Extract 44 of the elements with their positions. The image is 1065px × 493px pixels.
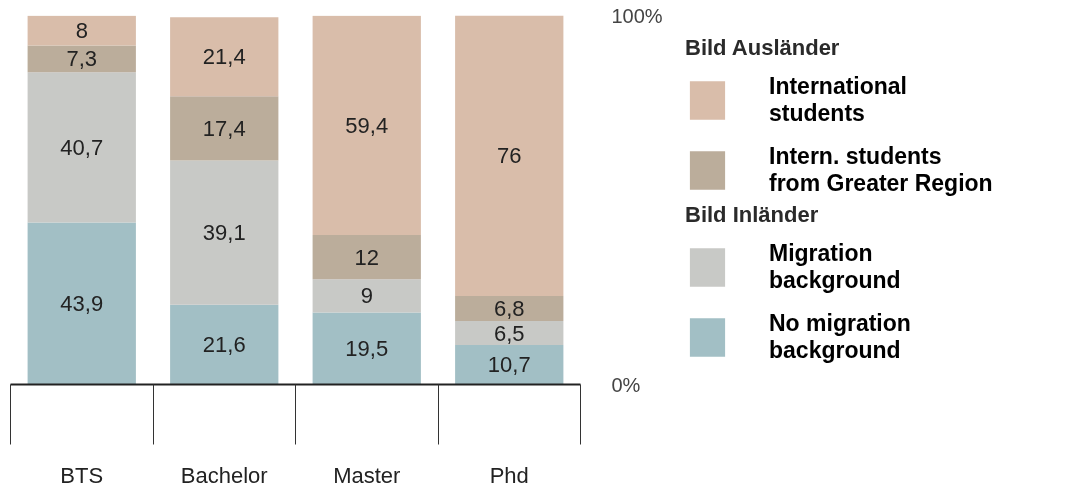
y-tick-label: 100% xyxy=(611,4,663,27)
bar xyxy=(27,72,136,223)
bar xyxy=(27,45,136,73)
data-label: 6,8 xyxy=(493,295,525,321)
data-label: 19,5 xyxy=(345,336,389,362)
bar xyxy=(312,312,421,385)
bar xyxy=(455,15,564,296)
text: Bild Inländer xyxy=(685,202,820,228)
bar xyxy=(312,235,421,280)
text: Bild Ausländer xyxy=(685,35,841,61)
bar xyxy=(455,321,564,346)
bar xyxy=(312,15,421,236)
data-label: 12 xyxy=(354,244,379,270)
data-label: 59,4 xyxy=(345,112,389,138)
data-label: 10,7 xyxy=(487,352,531,378)
x-tick-label: Phd xyxy=(489,462,529,488)
data-label: 40,7 xyxy=(60,134,104,160)
bar xyxy=(170,17,279,97)
legend-label: International students xyxy=(769,73,908,127)
legend-label: Migration background xyxy=(769,240,902,294)
bar xyxy=(170,160,279,305)
data-label: 21,6 xyxy=(202,332,246,358)
data-label: 43,9 xyxy=(60,291,104,316)
bar xyxy=(170,96,279,161)
bar xyxy=(27,222,136,385)
data-label: 8 xyxy=(75,18,88,44)
bar xyxy=(455,345,564,385)
data-label: 9 xyxy=(360,283,373,309)
x-tick-label: BTS xyxy=(60,462,104,488)
bar xyxy=(170,304,279,385)
bar xyxy=(455,295,564,322)
y-tick-label: 0% xyxy=(611,373,641,396)
x-tick-label: Bachelor xyxy=(180,462,268,488)
data-label: 39,1 xyxy=(202,220,246,246)
data-label: 21,4 xyxy=(202,44,246,70)
bar xyxy=(312,279,421,313)
legend-label: Intern. students from Greater Region xyxy=(769,143,994,197)
data-label: 76 xyxy=(497,143,522,169)
bar xyxy=(27,15,136,46)
legend-label: No migration background xyxy=(769,310,912,364)
data-label: 6,5 xyxy=(493,320,525,346)
data-label: 17,4 xyxy=(202,115,246,141)
data-label: 7,3 xyxy=(66,46,98,72)
x-tick-label: Master xyxy=(333,462,401,488)
